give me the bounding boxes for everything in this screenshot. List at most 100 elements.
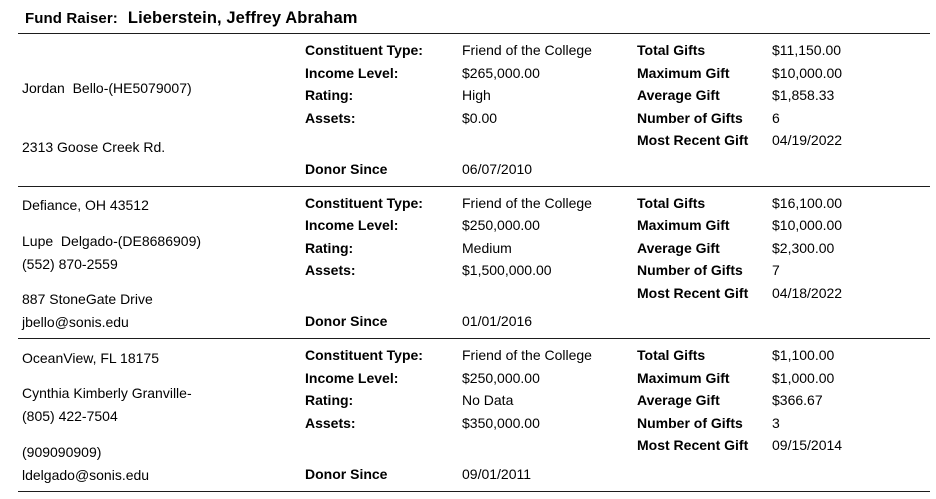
constituent-type-row: Constituent Type: Friend of the College	[305, 347, 592, 370]
most-recent-gift-label: Most Recent Gift	[637, 132, 749, 149]
constituent-phone: (805) 422-7504	[22, 408, 118, 424]
assets-row: Assets: $350,000.00	[305, 415, 592, 438]
donor-since-value: 09/01/2011	[462, 465, 532, 482]
maximum-gift-value: $1,000.00	[772, 369, 835, 386]
most-recent-gift-value: 09/15/2014	[772, 437, 843, 454]
rating-label: Rating:	[305, 87, 354, 103]
number-of-gifts-value: 6	[772, 109, 780, 126]
constituent-record: Cynthia Kimberly Granville- (909090909) …	[0, 339, 936, 491]
donor-since-row: Donor Since 01/01/2016	[305, 313, 532, 329]
gift-summary: Total Gifts $11,150.00 Maximum Gift $10,…	[637, 42, 842, 155]
assets-value: $1,500,000.00	[462, 262, 552, 278]
constituent-type-row: Constituent Type: Friend of the College	[305, 195, 592, 218]
maximum-gift-value: $10,000.00	[772, 217, 843, 234]
average-gift-value: $366.67	[772, 392, 823, 409]
report-header: Fund Raiser: Lieberstein, Jeffrey Abraha…	[0, 0, 936, 33]
rating-label: Rating:	[305, 392, 354, 408]
constituent-fields: Constituent Type: Friend of the College …	[305, 42, 592, 132]
total-gifts-label: Total Gifts	[637, 42, 706, 58]
constituent-email: ldelgado@sonis.edu	[22, 466, 150, 483]
total-gifts-value: $1,100.00	[772, 347, 835, 363]
total-gifts-value: $16,100.00	[772, 194, 843, 211]
record-divider	[18, 185, 930, 187]
donor-since-label: Donor Since	[305, 160, 388, 177]
maximum-gift-row: Maximum Gift $1,000.00	[637, 370, 842, 393]
constituent-type-value: Friend of the College	[462, 194, 592, 211]
rating-row: Rating: No Data	[305, 392, 592, 415]
most-recent-gift-value: 04/18/2022	[772, 284, 843, 301]
income-level-label: Income Level:	[305, 64, 399, 81]
average-gift-value: $1,858.33	[772, 87, 835, 104]
constituent-type-value: Friend of the College	[462, 42, 592, 58]
number-of-gifts-row: Number of Gifts 6	[637, 110, 842, 133]
assets-label: Assets:	[305, 414, 356, 431]
constituent-type-value: Friend of the College	[462, 347, 592, 363]
constituent-name: Jordan Bello-(HE5079007)	[22, 80, 192, 96]
number-of-gifts-label: Number of Gifts	[637, 414, 743, 431]
assets-label: Assets:	[305, 262, 356, 278]
rating-row: Rating: Medium	[305, 240, 592, 263]
number-of-gifts-label: Number of Gifts	[637, 262, 743, 279]
income-level-label: Income Level:	[305, 217, 399, 233]
maximum-gift-label: Maximum Gift	[637, 217, 730, 234]
number-of-gifts-value: 3	[772, 414, 780, 431]
rating-label: Rating:	[305, 239, 354, 256]
donor-since-row: Donor Since 09/01/2011	[305, 466, 531, 482]
constituent-type-row: Constituent Type: Friend of the College	[305, 42, 592, 65]
constituent-contact-block: Lupe Delgado-(DE8686909) 887 StoneGate D…	[22, 193, 201, 499]
maximum-gift-value: $10,000.00	[772, 64, 843, 81]
assets-value: $0.00	[462, 109, 498, 126]
most-recent-gift-row: Most Recent Gift 04/19/2022	[637, 132, 842, 155]
most-recent-gift-row: Most Recent Gift 09/15/2014	[637, 437, 842, 460]
constituent-address-line: 887 StoneGate Drive	[22, 291, 153, 307]
donor-since-value: 01/01/2016	[462, 313, 533, 329]
gift-summary: Total Gifts $16,100.00 Maximum Gift $10,…	[637, 195, 842, 308]
constituent-address-line: OceanView, FL 18175	[22, 349, 159, 366]
assets-label: Assets:	[305, 109, 356, 126]
constituent-id: (909090909)	[22, 443, 102, 460]
average-gift-label: Average Gift	[637, 239, 720, 256]
maximum-gift-row: Maximum Gift $10,000.00	[637, 217, 842, 240]
total-gifts-label: Total Gifts	[637, 347, 706, 363]
average-gift-row: Average Gift $2,300.00	[637, 240, 842, 263]
income-level-row: Income Level: $250,000.00	[305, 370, 592, 393]
assets-row: Assets: $1,500,000.00	[305, 262, 592, 285]
fundraiser-label: Fund Raiser:	[25, 10, 118, 27]
total-gifts-row: Total Gifts $11,150.00	[637, 42, 842, 65]
most-recent-gift-label: Most Recent Gift	[637, 284, 749, 301]
average-gift-value: $2,300.00	[772, 239, 835, 256]
income-level-value: $250,000.00	[462, 369, 540, 386]
donor-since-value: 06/07/2010	[462, 160, 533, 177]
constituent-name: Lupe Delgado-(DE8686909)	[22, 232, 202, 249]
number-of-gifts-value: 7	[772, 262, 780, 279]
total-gifts-label: Total Gifts	[637, 194, 706, 211]
constituent-email: jbello@sonis.edu	[22, 314, 129, 330]
constituent-name: Cynthia Kimberly Granville-	[22, 385, 192, 401]
total-gifts-value: $11,150.00	[772, 42, 842, 58]
number-of-gifts-label: Number of Gifts	[637, 109, 743, 126]
constituent-record: Jordan Bello-(HE5079007) 2313 Goose Cree…	[0, 34, 936, 330]
record-divider	[18, 338, 930, 339]
average-gift-row: Average Gift $366.67	[637, 392, 842, 415]
most-recent-gift-label: Most Recent Gift	[637, 437, 749, 454]
most-recent-gift-value: 04/19/2022	[772, 132, 843, 149]
constituent-type-label: Constituent Type:	[305, 347, 423, 363]
donor-since-row: Donor Since 06/07/2010	[305, 161, 532, 177]
most-recent-gift-row: Most Recent Gift 04/18/2022	[637, 285, 842, 308]
constituent-type-label: Constituent Type:	[305, 194, 423, 211]
number-of-gifts-row: Number of Gifts 7	[637, 262, 842, 285]
rating-value: No Data	[462, 392, 514, 408]
income-level-value: $250,000.00	[462, 217, 540, 233]
constituent-phone: (552) 870-2559	[22, 255, 118, 272]
number-of-gifts-row: Number of Gifts 3	[637, 415, 842, 438]
constituent-fields: Constituent Type: Friend of the College …	[305, 195, 592, 285]
income-level-row: Income Level: $265,000.00	[305, 65, 592, 88]
fundraiser-name: Lieberstein, Jeffrey Abraham	[127, 9, 358, 27]
header-divider	[18, 33, 930, 34]
constituent-contact-block: Cynthia Kimberly Granville- (909090909) …	[22, 345, 192, 499]
rating-row: Rating: High	[305, 87, 592, 110]
average-gift-row: Average Gift $1,858.33	[637, 87, 842, 110]
income-level-label: Income Level:	[305, 369, 399, 386]
constituent-fields: Constituent Type: Friend of the College …	[305, 347, 592, 437]
